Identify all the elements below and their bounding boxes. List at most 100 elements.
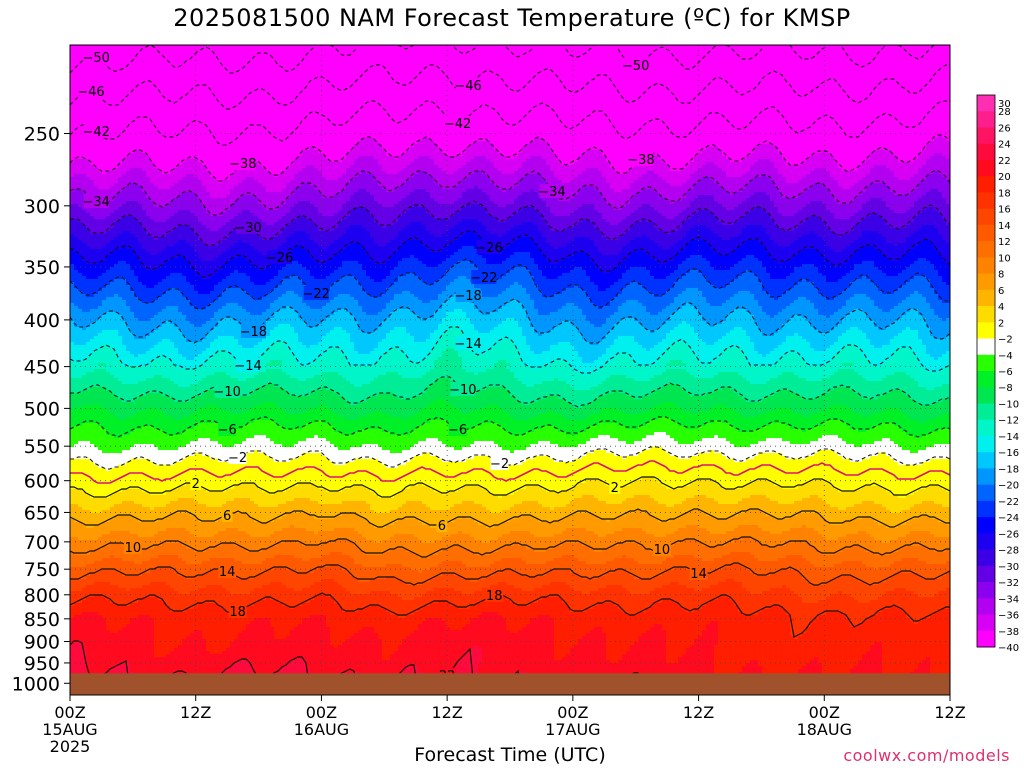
- field-cell: [318, 324, 323, 343]
- field-cell: [282, 504, 287, 517]
- field-cell: [538, 552, 543, 565]
- field-cell: [574, 237, 579, 253]
- field-cell: [218, 654, 223, 676]
- field-cell: [342, 174, 347, 190]
- field-cell: [350, 195, 355, 211]
- field-cell: [158, 297, 163, 313]
- field-cell: [90, 528, 95, 541]
- field-cell: [642, 366, 647, 382]
- field-cell: [478, 615, 483, 649]
- field-cell: [206, 456, 211, 493]
- field-cell: [74, 306, 79, 328]
- field-cell: [662, 231, 667, 250]
- field-cell: [650, 435, 655, 448]
- field-cell: [550, 279, 555, 298]
- field-cell: [286, 279, 291, 292]
- field-cell: [102, 204, 107, 220]
- field-cell: [190, 324, 195, 343]
- field-cell: [366, 45, 371, 139]
- field-cell: [414, 630, 419, 667]
- field-cell: [670, 219, 675, 232]
- field-cell: [382, 264, 387, 280]
- field-cell: [678, 264, 683, 280]
- field-cell: [458, 630, 463, 661]
- field-cell: [406, 210, 411, 226]
- field-cell: [666, 585, 671, 601]
- field-cell: [674, 312, 679, 328]
- field-cell: [458, 357, 463, 388]
- field-cell: [590, 168, 595, 187]
- field-cell: [102, 387, 107, 409]
- field-cell: [462, 627, 467, 658]
- field-cell: [546, 333, 551, 352]
- field-cell: [702, 588, 707, 607]
- field-cell: [394, 282, 399, 295]
- field-cell: [94, 573, 99, 583]
- field-cell: [230, 303, 235, 319]
- field-cell: [318, 405, 323, 421]
- field-cell: [446, 45, 451, 157]
- field-cell: [254, 588, 259, 604]
- field-cell: [350, 210, 355, 226]
- field-cell: [354, 45, 359, 145]
- field-cell: [714, 501, 719, 520]
- field-cell: [498, 549, 503, 562]
- field-cell: [618, 531, 623, 544]
- field-cell: [670, 519, 675, 535]
- field-cell: [470, 618, 475, 649]
- field-cell: [246, 483, 251, 499]
- field-cell: [198, 309, 203, 328]
- field-cell: [458, 183, 463, 199]
- field-cell: [262, 270, 267, 286]
- field-cell: [402, 639, 407, 670]
- field-cell: [602, 339, 607, 355]
- field-cell: [706, 363, 711, 379]
- field-cell: [678, 504, 683, 517]
- field-cell: [150, 582, 155, 598]
- field-cell: [330, 231, 335, 244]
- field-cell: [446, 492, 451, 511]
- field-cell: [222, 336, 227, 352]
- field-cell: [622, 654, 627, 682]
- field-cell: [642, 513, 647, 532]
- field-cell: [354, 420, 359, 433]
- field-cell: [342, 465, 347, 490]
- field-cell: [390, 525, 395, 538]
- field-cell: [334, 312, 339, 328]
- field-cell: [346, 540, 351, 556]
- field-cell: [398, 417, 403, 436]
- field-cell: [650, 477, 655, 499]
- field-cell: [190, 360, 195, 370]
- field-cell: [450, 282, 455, 298]
- field-cell: [666, 201, 671, 220]
- field-cell: [150, 318, 155, 334]
- field-cell: [650, 591, 655, 607]
- field-cell: [690, 645, 695, 695]
- field-cell: [82, 312, 87, 331]
- field-cell: [146, 288, 151, 304]
- field-cell: [206, 573, 211, 586]
- field-cell: [218, 255, 223, 271]
- field-cell: [378, 282, 383, 298]
- field-cell: [510, 633, 515, 679]
- field-cell: [250, 423, 255, 439]
- field-cell: [354, 501, 359, 514]
- field-cell: [326, 519, 331, 532]
- field-cell: [206, 246, 211, 262]
- field-cell: [442, 537, 447, 550]
- field-cell: [594, 627, 599, 695]
- field-cell: [658, 159, 663, 178]
- field-cell: [458, 45, 463, 157]
- field-cell: [102, 582, 107, 598]
- field-cell: [710, 534, 715, 547]
- field-cell: [706, 588, 711, 604]
- field-cell: [362, 519, 367, 538]
- field-cell: [218, 216, 223, 229]
- field-cell: [674, 297, 679, 313]
- field-cell: [74, 219, 79, 238]
- field-cell: [662, 630, 667, 695]
- field-cell: [590, 282, 595, 304]
- field-cell: [274, 222, 279, 238]
- field-cell: [358, 417, 363, 433]
- field-cell: [342, 294, 347, 310]
